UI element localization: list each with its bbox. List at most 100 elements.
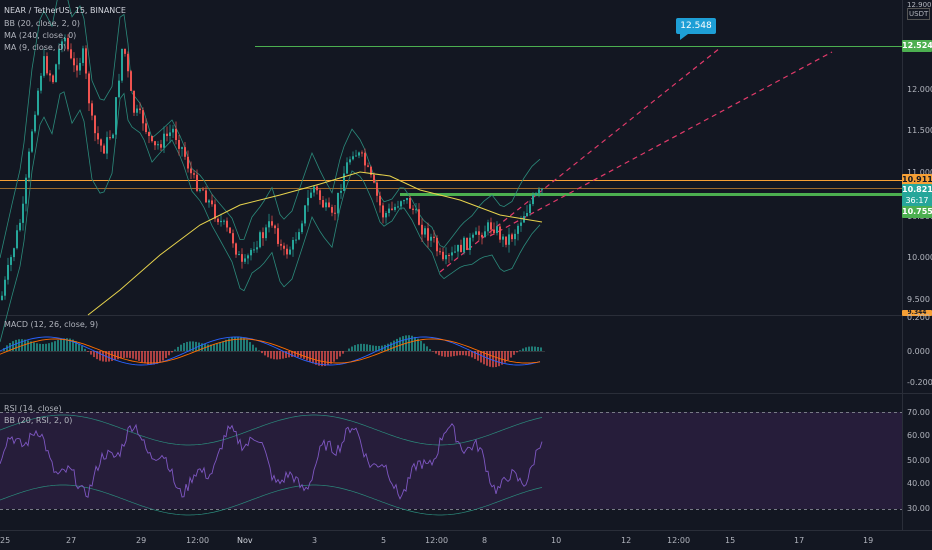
macd-bar (357, 344, 359, 351)
macd-histogram (3, 335, 542, 368)
macd-bar (87, 351, 89, 352)
candle-body (55, 64, 57, 83)
candle-body (346, 162, 348, 174)
macd-lines (0, 336, 541, 366)
macd-bar (246, 339, 248, 351)
candle-body (409, 197, 411, 209)
candle-body (16, 230, 18, 249)
candle-body (184, 147, 186, 157)
macd-bar (60, 339, 62, 351)
macd-bar (312, 351, 314, 364)
time-tick: 17 (794, 536, 805, 545)
symbol-title[interactable]: NEAR / TetherUS, 15, BINANCE (4, 6, 126, 15)
candle-body (283, 245, 285, 249)
macd-bar (282, 351, 284, 359)
trendline-steep[interactable] (439, 47, 721, 273)
rsi-title[interactable]: RSI (14, close) (4, 404, 62, 413)
callout-text[interactable]: 12.548 (680, 21, 712, 31)
indicator-ma9-label[interactable]: MA (9, close, 0) (4, 43, 67, 52)
macd-bar (96, 351, 98, 360)
candle-body (100, 139, 102, 146)
rsi-tick: 50.00 (907, 456, 930, 465)
macd-bar (462, 351, 464, 356)
macd-bar (432, 351, 434, 352)
candle-body (241, 254, 243, 262)
level-price-tag: 12.524 (902, 40, 932, 52)
macd-bar (444, 351, 446, 357)
candle-body (331, 207, 333, 213)
macd-bar (429, 349, 431, 351)
candle-body (322, 199, 324, 208)
price-pane (0, 0, 902, 315)
candle-body (136, 108, 138, 113)
candle-body (115, 97, 117, 135)
candle-body (535, 193, 537, 196)
candle-body (292, 239, 294, 250)
signal-line (0, 338, 541, 364)
candle-body (82, 48, 84, 63)
candle-body (67, 37, 69, 50)
rsi-tick: 40.00 (907, 479, 930, 488)
time-tick: 3 (312, 536, 318, 545)
candle-body (70, 49, 72, 59)
macd-bar (441, 351, 443, 357)
indicator-ma240-label[interactable]: MA (240, close, 0) (4, 31, 77, 40)
macd-bar (342, 351, 344, 354)
candle-body (211, 200, 213, 205)
candle-body (109, 137, 111, 139)
candle-body (403, 200, 405, 202)
candle-body (304, 205, 306, 224)
candle-body (316, 186, 318, 191)
candle-body (160, 144, 162, 148)
macd-bar (360, 343, 362, 351)
candle-body (511, 234, 513, 240)
green-price-tag: 10.755 (902, 206, 932, 218)
rsi-bb-title[interactable]: BB (20, RSI, 2, 0) (4, 416, 73, 425)
candlesticks[interactable] (1, 34, 543, 301)
macd-bar (321, 351, 323, 367)
candle-body (73, 58, 75, 66)
candle-body (532, 195, 534, 205)
candle-body (454, 251, 456, 253)
candle-body (121, 48, 123, 81)
candle-body (25, 177, 27, 204)
candle-body (334, 212, 336, 214)
candle-body (130, 71, 132, 91)
rsi-tick: 70.00 (907, 408, 930, 417)
currency-label[interactable]: USDT (907, 8, 931, 20)
macd-bar (177, 346, 179, 351)
candle-body (217, 218, 219, 223)
macd-bar (24, 339, 26, 351)
macd-bar (420, 340, 422, 351)
macd-bar (468, 351, 470, 357)
macd-title[interactable]: MACD (12, 26, close, 9) (4, 320, 99, 329)
green-zone-line[interactable] (400, 193, 902, 196)
macd-bar (516, 351, 518, 353)
candle-body (28, 151, 30, 178)
macd-bar (474, 351, 476, 359)
macd-bar (81, 345, 83, 351)
time-tick: 12 (621, 536, 632, 545)
candle-body (451, 252, 453, 256)
macd-bar (72, 339, 74, 351)
rsi-band (0, 412, 902, 509)
indicator-bb-label[interactable]: BB (20, close, 2, 0) (4, 19, 80, 28)
candle-body (178, 140, 180, 149)
candle-body (460, 244, 462, 253)
macd-bar (261, 351, 263, 354)
macd-line (0, 336, 541, 366)
price-callout[interactable] (676, 18, 716, 34)
macd-bar (138, 351, 140, 361)
macd-bar (540, 347, 542, 351)
countdown-tag: 36:17 (902, 195, 932, 207)
ma-240-line (87, 171, 543, 316)
macd-bar (198, 342, 200, 351)
callout-pointer (680, 34, 688, 40)
macd-bar (12, 341, 14, 351)
trendline-shallow[interactable] (489, 51, 833, 237)
candle-body (481, 234, 483, 238)
candle-body (208, 200, 210, 203)
candle-body (382, 205, 384, 218)
time-tick: 19 (863, 536, 874, 545)
